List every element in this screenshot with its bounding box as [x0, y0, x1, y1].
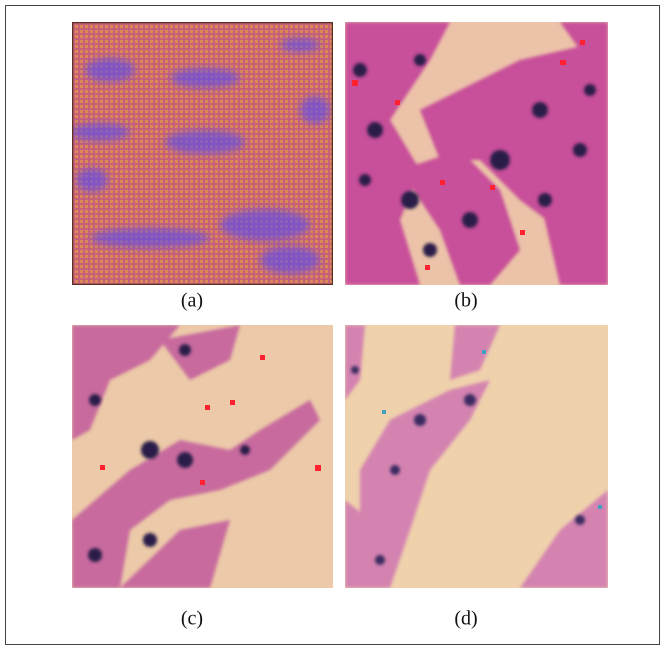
panel-b-image: [345, 22, 608, 285]
figure: (a) (b) (c) (d): [0, 0, 665, 650]
panel-a-image: [70, 22, 333, 285]
panel-c-image: [72, 325, 333, 588]
caption: (c): [181, 608, 203, 630]
panel-d-image: [345, 325, 608, 588]
caption: (d): [454, 608, 477, 630]
caption: (b): [454, 290, 477, 312]
caption: (a): [181, 290, 203, 312]
